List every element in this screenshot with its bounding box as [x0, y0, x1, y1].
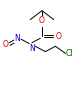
- Text: N: N: [14, 34, 20, 43]
- Text: O: O: [3, 40, 8, 49]
- Text: N: N: [29, 44, 35, 53]
- Text: O: O: [39, 16, 45, 25]
- Text: Cl: Cl: [66, 49, 73, 58]
- Text: O: O: [55, 32, 61, 41]
